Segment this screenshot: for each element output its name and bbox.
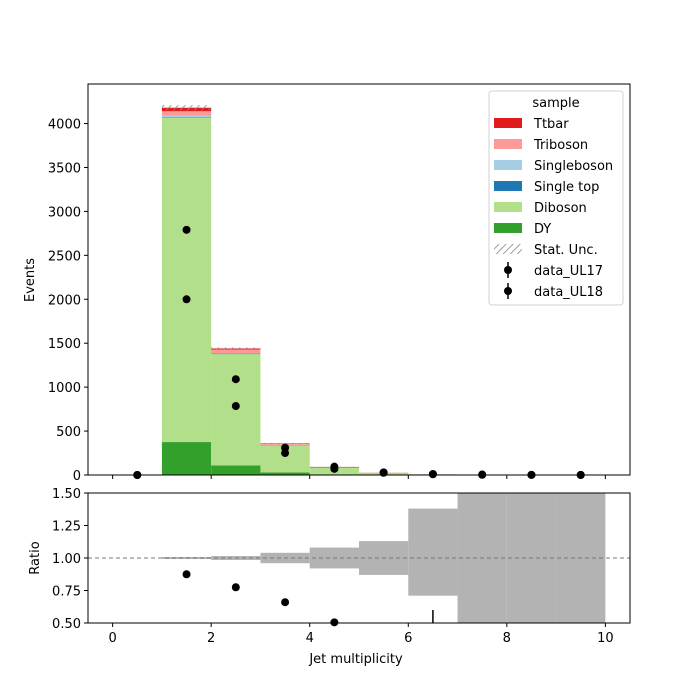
stat-unc-band <box>260 442 310 444</box>
data-point-data_ul18 <box>428 470 437 479</box>
legend-items: Ttbar Triboson Singleboson Single top Diboso… <box>494 117 613 300</box>
main-y-tick-label: 4000 <box>48 118 81 133</box>
legend-label-ttbar: Ttbar <box>533 117 569 132</box>
ratio-y-tick-label: 0.75 <box>52 585 81 600</box>
ratio-x-tick-label: 4 <box>306 631 314 646</box>
main-y-tick-label: 2000 <box>48 293 81 308</box>
bar-singleboson <box>211 353 261 354</box>
data-point-data_ul17 <box>182 225 191 234</box>
legend-frame <box>488 90 624 306</box>
data-point-data_ul18 <box>330 464 339 473</box>
bar-triboson <box>161 111 212 116</box>
legend-swatch-triboson <box>494 139 522 149</box>
stat-unc-band <box>161 105 212 111</box>
legend-label-stat-unc-: Stat. Unc. <box>534 243 598 258</box>
main-y-axis-label: Events <box>23 258 38 302</box>
ratio-y-tick-label: 1.25 <box>52 520 81 535</box>
bar-dy <box>260 472 310 475</box>
legend-swatch-diboson <box>494 202 522 212</box>
ratio-marks <box>88 493 630 627</box>
main-y-tick-label: 0 <box>73 469 81 484</box>
main-marks <box>133 105 585 479</box>
bar-triboson <box>211 349 261 354</box>
legend-label-dy: DY <box>534 222 551 237</box>
main-y-tick-label: 3000 <box>48 205 81 220</box>
legend-swatch-singleboson <box>494 160 522 170</box>
legend-swatch-single-top <box>494 181 522 191</box>
legend-marker-data-ul17 <box>504 266 512 274</box>
ratio-panel: 0.50 0.75 1.00 1.25 1.50 0 2 4 6 8 10 Ratio Jet m… <box>28 487 631 667</box>
data-point-data_ul17 <box>231 375 240 384</box>
stat-unc-band <box>211 347 261 350</box>
ratio-y-axis-label: Ratio <box>28 541 43 574</box>
bar-single-top <box>161 117 212 118</box>
ratio-y-tick-label: 0.50 <box>52 617 81 632</box>
ratio-x-ticks: 0 2 4 6 8 10 <box>108 623 614 646</box>
ratio-point <box>182 570 191 579</box>
main-x-ticks <box>112 475 606 479</box>
ratio-y-tick-label: 1.50 <box>52 487 81 502</box>
legend-marker-data-ul18 <box>504 287 512 295</box>
legend-swatch-ttbar <box>494 118 522 128</box>
legend-label-triboson: Triboson <box>533 138 588 153</box>
main-y-tick-label: 500 <box>56 425 81 440</box>
main-y-tick-label: 3500 <box>48 161 81 176</box>
bar-single-top <box>211 353 261 355</box>
ratio-point <box>231 583 240 592</box>
ratio-x-tick-label: 6 <box>404 631 412 646</box>
ratio-plot-frame <box>87 492 631 624</box>
main-plot-frame <box>87 83 631 476</box>
bar-diboson <box>161 117 212 443</box>
data-point-data_ul18 <box>182 295 191 304</box>
main-y-tick-label: 2500 <box>48 249 81 264</box>
legend: sample Ttbar Triboson Singleboson Single to… <box>488 90 624 306</box>
data-point-data_ul18 <box>281 449 290 458</box>
main-y-tick-label: 1500 <box>48 337 81 352</box>
ratio-y-ticks: 0.50 0.75 1.00 1.25 1.50 <box>52 487 88 632</box>
ratio-point <box>281 598 290 607</box>
ratio-x-tick-label: 8 <box>503 631 511 646</box>
ratio-unc-band <box>408 508 458 596</box>
ratio-y-tick-label: 1.00 <box>52 552 81 567</box>
ratio-point <box>330 618 339 627</box>
bar-dy <box>211 465 261 475</box>
ratio-x-tick-label: 10 <box>597 631 614 646</box>
legend-label-data-ul18: data_UL18 <box>534 285 603 300</box>
main-y-ticks: 0 500 1000 1500 2000 2500 3000 3500 4000 <box>48 118 88 484</box>
legend-label-single-top: Single top <box>534 180 599 195</box>
data-point-data_ul18 <box>379 468 388 477</box>
legend-label-singleboson: Singleboson <box>534 159 613 174</box>
bar-dy <box>161 442 212 475</box>
ratio-x-tick-label: 2 <box>207 631 215 646</box>
legend-title: sample <box>532 96 579 111</box>
legend-label-data-ul17: data_UL17 <box>534 264 603 279</box>
data-point-data_ul18 <box>231 402 240 411</box>
main-y-tick-label: 1000 <box>48 381 81 396</box>
ratio-x-tick-label: 0 <box>108 631 116 646</box>
ratio-x-axis-label: Jet multiplicity <box>308 652 403 667</box>
bar-singleboson <box>161 115 212 118</box>
legend-label-diboson: Diboson <box>534 201 587 216</box>
legend-swatch-stat-unc- <box>494 244 522 254</box>
legend-swatch-dy <box>494 223 522 233</box>
